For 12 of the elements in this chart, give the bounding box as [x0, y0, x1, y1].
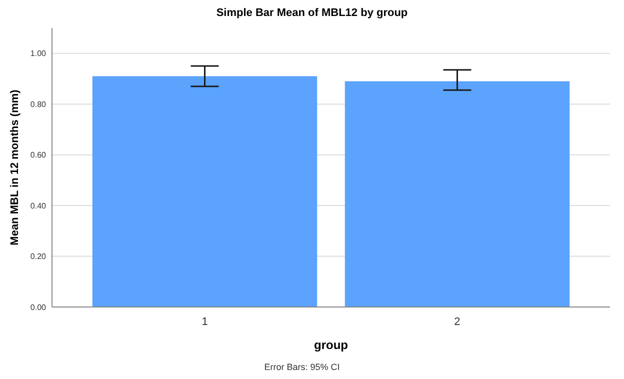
x-axis-title: group: [314, 338, 348, 352]
x-tick-label: 1: [202, 316, 208, 328]
text: Error Bars: 95% CI: [264, 362, 340, 372]
y-tick-label: 0.40: [30, 201, 47, 210]
y-axis-title: Mean MBL in 12 months (mm): [9, 89, 21, 246]
y-tick-label: 0.60: [30, 150, 47, 160]
y-tick-label: 0.20: [30, 252, 47, 262]
y-tick-label: 0.80: [30, 100, 47, 109]
chart-title: Simple Bar Mean of MBL12 by group: [216, 7, 408, 19]
y-tick-label: 0.00: [30, 302, 47, 312]
x-tick-label: 2: [454, 316, 460, 328]
y-tick-label: 1.00: [30, 49, 47, 58]
